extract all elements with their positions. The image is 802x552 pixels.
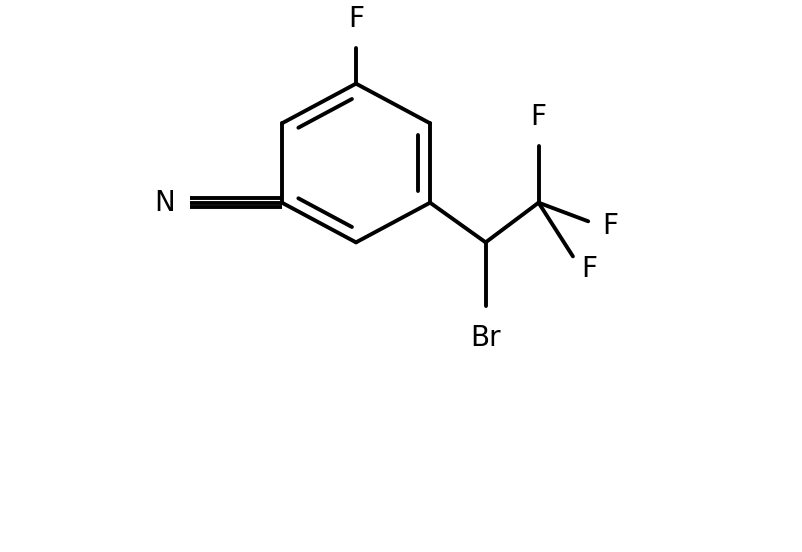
Text: F: F	[531, 103, 546, 131]
Text: F: F	[348, 6, 364, 33]
Text: N: N	[154, 189, 175, 217]
Text: Br: Br	[470, 325, 501, 352]
Text: F: F	[581, 255, 597, 283]
Text: F: F	[602, 213, 618, 241]
